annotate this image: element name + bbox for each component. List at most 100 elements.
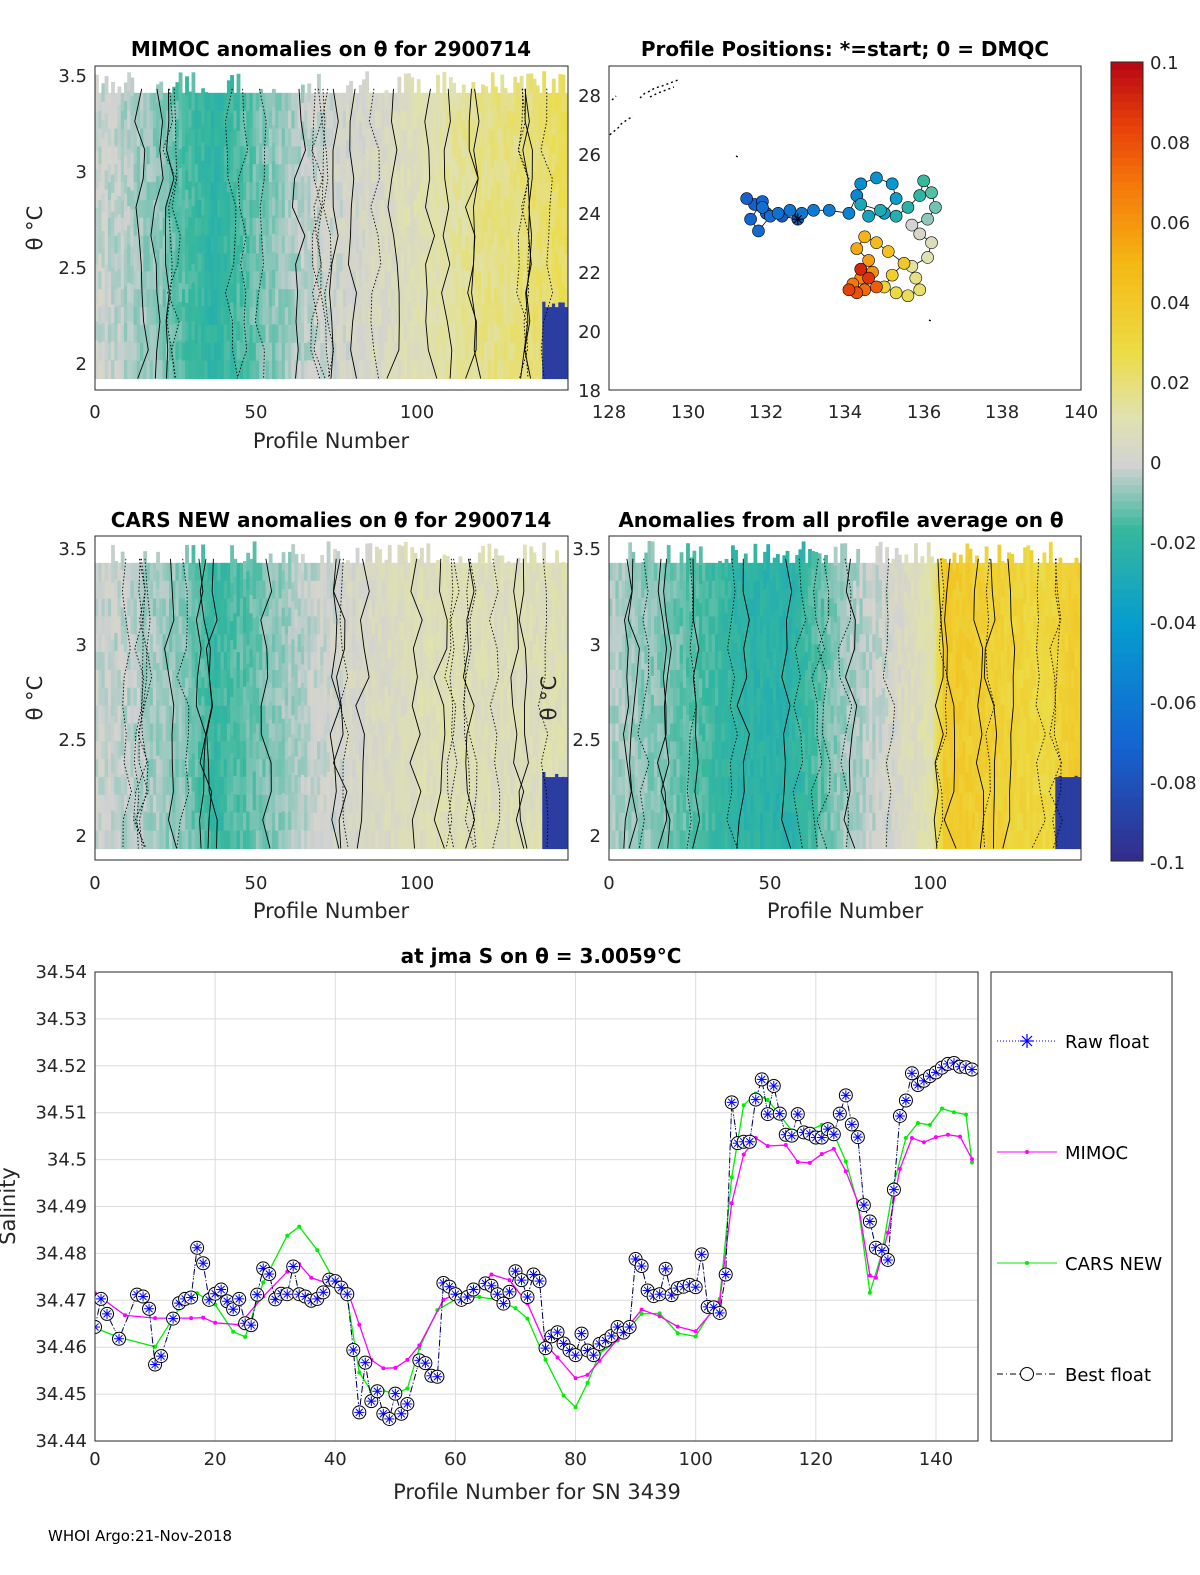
heatmap-cell [490,359,495,380]
heatmap-cell [407,130,411,151]
heatmap-cell [465,146,469,165]
heatmap-cell [146,253,151,272]
heatmap-cell [294,217,299,237]
heatmap-cell [542,657,547,677]
heatmap-cell [123,285,128,306]
heatmap-cell [220,110,225,130]
heatmap-cell [178,168,183,188]
heatmap-cell [252,199,257,219]
heatmap-cell [98,307,103,326]
heatmap-cell [423,759,428,778]
contour-line [537,558,549,849]
heatmap-cell [307,120,312,140]
colorbar-segment [1111,173,1143,183]
heatmap-cell [294,324,299,344]
heatmap-cell [362,687,366,707]
heatmap-cell [526,687,530,707]
heatmap-cell [156,231,160,251]
heatmap-cell [532,303,537,323]
heatmap-cell [413,342,418,362]
heatmap-cell [358,669,363,689]
colorbar-segment [1111,165,1143,175]
heatmap-cell [526,149,530,170]
heatmap-cell [233,164,238,183]
heatmap-cell [407,340,411,361]
heatmap-cell [329,164,334,183]
heatmap-cell [532,774,537,794]
heatmap-cell [162,235,167,255]
heatmap-cell [191,753,196,774]
heatmap-cell [323,92,328,112]
heatmap-cell [294,590,299,610]
heatmap-cell [114,615,119,634]
heatmap-cell [484,140,489,160]
heatmap-cell [352,616,357,635]
heatmap-cell [271,269,276,289]
heatmap-cell [358,195,363,215]
heatmap-cell [181,562,186,582]
heatmap-cell [564,92,568,112]
heatmap-cell [271,106,276,126]
heatmap-cell [178,634,183,653]
heatmap-cell [365,810,370,831]
heatmap-cell [426,199,431,219]
heatmap-cell [419,679,424,699]
heatmap-cell [555,217,559,237]
heatmap-cell [278,182,283,201]
heatmap-cell [223,830,228,850]
heatmap-cell [487,199,492,219]
heatmap-cell [349,705,354,725]
heatmap-cell [374,565,379,586]
heatmap-cell [114,307,119,326]
cars-ytick: 2.5 [58,730,87,751]
heatmap-cell [539,271,543,290]
heatmap-cell [172,562,177,582]
heatmap-cell [136,253,141,272]
heatmap-cell [426,600,431,621]
heatmap-cell [207,253,212,272]
heatmap-cell [333,164,337,183]
heatmap-cell [162,562,167,582]
heatmap-cell [391,199,395,219]
heatmap-cell [136,182,141,201]
heatmap-cell [542,714,547,735]
heatmap-cell [339,598,344,618]
profile-position-marker [858,230,871,244]
heatmap-cell [146,741,151,760]
heatmap-cell [310,360,315,380]
heatmap-cell [123,119,128,139]
heatmap-cell [555,110,559,130]
heatmap-cell [532,811,537,831]
heatmap-cell [484,323,489,343]
heatmap-cell [413,199,418,219]
heatmap-cell [455,92,460,112]
heatmap-cell [300,609,305,629]
heatmap-cell [558,669,563,689]
heatmap-cell [255,235,260,255]
heatmap-cell [342,562,347,582]
heatmap-cell [436,632,440,651]
contour-line [199,558,213,849]
heatmap-cell [345,632,350,651]
heatmap-cell [130,133,135,154]
heatmap-cell [169,146,173,165]
heatmap-cell [175,285,180,306]
heatmap-cell [529,621,534,642]
heatmap-cell [468,616,473,635]
contour-line [333,558,348,849]
heatmap-cell [243,110,247,130]
heatmap-cell [436,283,440,304]
heatmap-cell [284,182,289,201]
heatmap-cell [516,286,521,306]
heatmap-cell [320,830,325,850]
heatmap-cell [259,125,263,144]
heatmap-cell [339,342,344,362]
heatmap-cell [439,128,444,148]
heatmap-cell [165,687,170,707]
heatmap-cell [223,634,228,653]
heatmap-cell [304,199,308,219]
heatmap-cell [506,182,511,201]
heatmap-cell [188,109,193,129]
heatmap-cell [500,628,505,648]
heatmap-cell [426,324,431,344]
